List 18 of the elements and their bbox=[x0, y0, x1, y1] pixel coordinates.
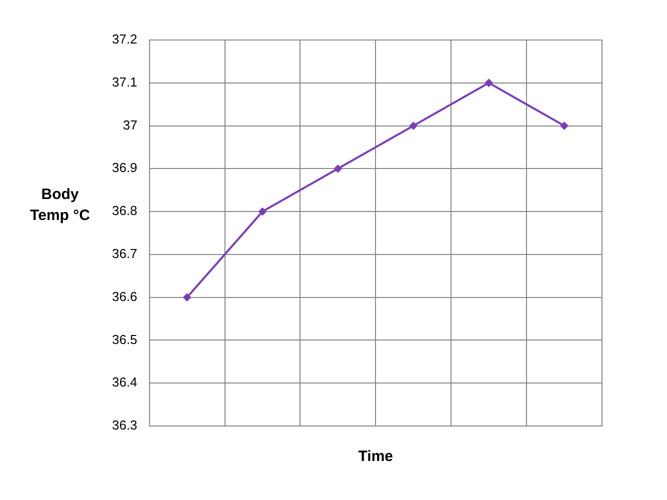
point bbox=[560, 122, 568, 130]
y-tick-label: 36.9 bbox=[112, 160, 138, 176]
point bbox=[258, 208, 266, 216]
y-tick-label: 36.8 bbox=[112, 203, 138, 218]
point bbox=[484, 78, 493, 87]
point bbox=[409, 122, 418, 130]
y-tick-label: 36.6 bbox=[112, 288, 138, 304]
y-tick-label: 37 bbox=[122, 117, 138, 132]
point bbox=[334, 164, 342, 173]
x-axis-title: Time bbox=[358, 448, 394, 466]
y-tick-label: 36.3 bbox=[112, 418, 138, 433]
point bbox=[183, 293, 192, 302]
y-tick-label: 36.4 bbox=[112, 374, 138, 390]
y-tick-label: 37.1 bbox=[112, 74, 138, 90]
y-tick-label: 37.2 bbox=[112, 32, 138, 47]
y-tick-label: 36.5 bbox=[112, 332, 138, 347]
y-axis-title: Body Temp °C bbox=[30, 185, 90, 226]
y-tick-label: 36.7 bbox=[112, 246, 138, 262]
